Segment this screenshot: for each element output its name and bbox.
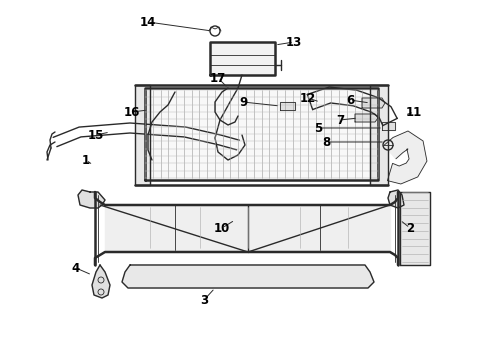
Text: 5: 5: [314, 122, 322, 135]
Polygon shape: [370, 85, 388, 185]
Polygon shape: [92, 265, 110, 298]
Text: 9: 9: [239, 95, 247, 108]
Polygon shape: [384, 131, 427, 184]
Text: 7: 7: [336, 113, 344, 126]
Polygon shape: [145, 88, 378, 180]
Text: 6: 6: [346, 94, 354, 107]
Polygon shape: [355, 114, 378, 122]
Polygon shape: [362, 98, 385, 108]
Polygon shape: [210, 42, 275, 75]
Text: 1: 1: [82, 153, 90, 166]
Text: 4: 4: [72, 261, 80, 275]
Text: 15: 15: [88, 129, 104, 141]
Text: 3: 3: [200, 293, 208, 306]
Text: 2: 2: [406, 221, 414, 234]
Text: 8: 8: [322, 135, 330, 149]
Text: 12: 12: [300, 91, 316, 104]
Text: 17: 17: [210, 72, 226, 85]
Polygon shape: [78, 190, 105, 208]
Text: 11: 11: [406, 105, 422, 118]
Text: 10: 10: [214, 221, 230, 234]
Polygon shape: [400, 192, 430, 265]
Text: 16: 16: [124, 105, 140, 118]
Polygon shape: [280, 102, 295, 110]
Text: 14: 14: [140, 15, 156, 28]
Polygon shape: [388, 190, 404, 208]
Polygon shape: [382, 122, 395, 130]
Polygon shape: [105, 205, 390, 250]
Polygon shape: [135, 85, 150, 185]
Polygon shape: [122, 265, 374, 288]
Text: 13: 13: [286, 36, 302, 49]
